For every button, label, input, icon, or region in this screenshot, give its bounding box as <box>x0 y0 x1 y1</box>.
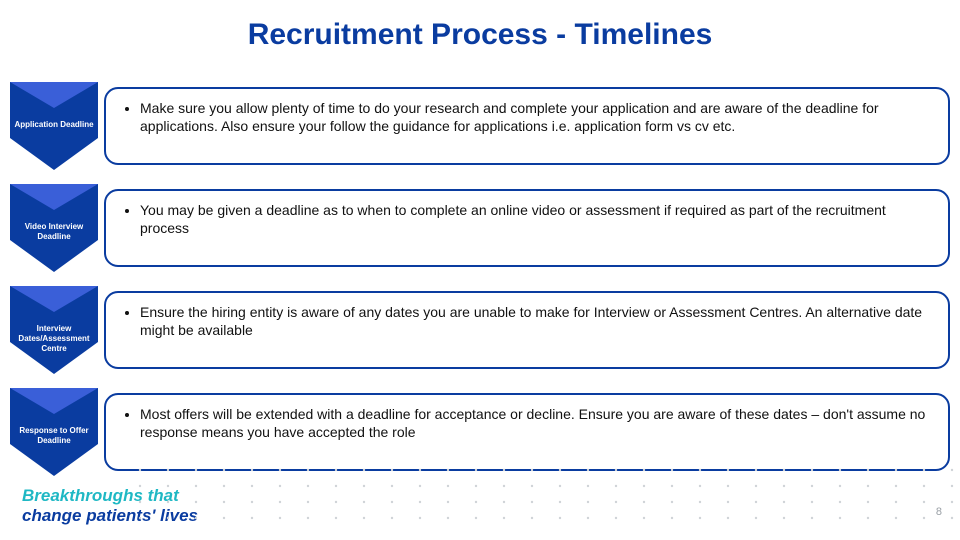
timeline-row: Video Interview Deadline You may be give… <box>10 184 950 272</box>
footer-tagline: Breakthroughs that change patients' live… <box>22 486 198 526</box>
chevron-label: Application Deadline <box>10 120 98 130</box>
bullet-bubble: Make sure you allow plenty of time to do… <box>104 87 950 165</box>
chevron: Application Deadline <box>10 82 98 170</box>
chevron: Video Interview Deadline <box>10 184 98 272</box>
footer-line-2: change patients' lives <box>22 506 198 526</box>
timeline-row: Application Deadline Make sure you allow… <box>10 82 950 170</box>
chevron-label: Video Interview Deadline <box>10 222 98 242</box>
timeline-row: Response to Offer Deadline Most offers w… <box>10 388 950 476</box>
bullet-text: Most offers will be extended with a dead… <box>140 405 934 441</box>
bullet-text: You may be given a deadline as to when t… <box>140 201 934 237</box>
timeline-row: Interview Dates/Assessment Centre Ensure… <box>10 286 950 374</box>
bullet-bubble: You may be given a deadline as to when t… <box>104 189 950 267</box>
chevron-label: Interview Dates/Assessment Centre <box>10 324 98 354</box>
bullet-bubble: Ensure the hiring entity is aware of any… <box>104 291 950 369</box>
bullet-text: Make sure you allow plenty of time to do… <box>140 99 934 135</box>
footer-line-1: Breakthroughs that <box>22 486 198 506</box>
page-title: Recruitment Process - Timelines <box>0 0 960 52</box>
bullet-text: Ensure the hiring entity is aware of any… <box>140 303 934 339</box>
bullet-bubble: Most offers will be extended with a dead… <box>104 393 950 471</box>
chevron: Interview Dates/Assessment Centre <box>10 286 98 374</box>
chevron-label: Response to Offer Deadline <box>10 426 98 446</box>
page-number: 8 <box>936 506 942 518</box>
chevron: Response to Offer Deadline <box>10 388 98 476</box>
timeline-rows: Application Deadline Make sure you allow… <box>10 82 950 490</box>
